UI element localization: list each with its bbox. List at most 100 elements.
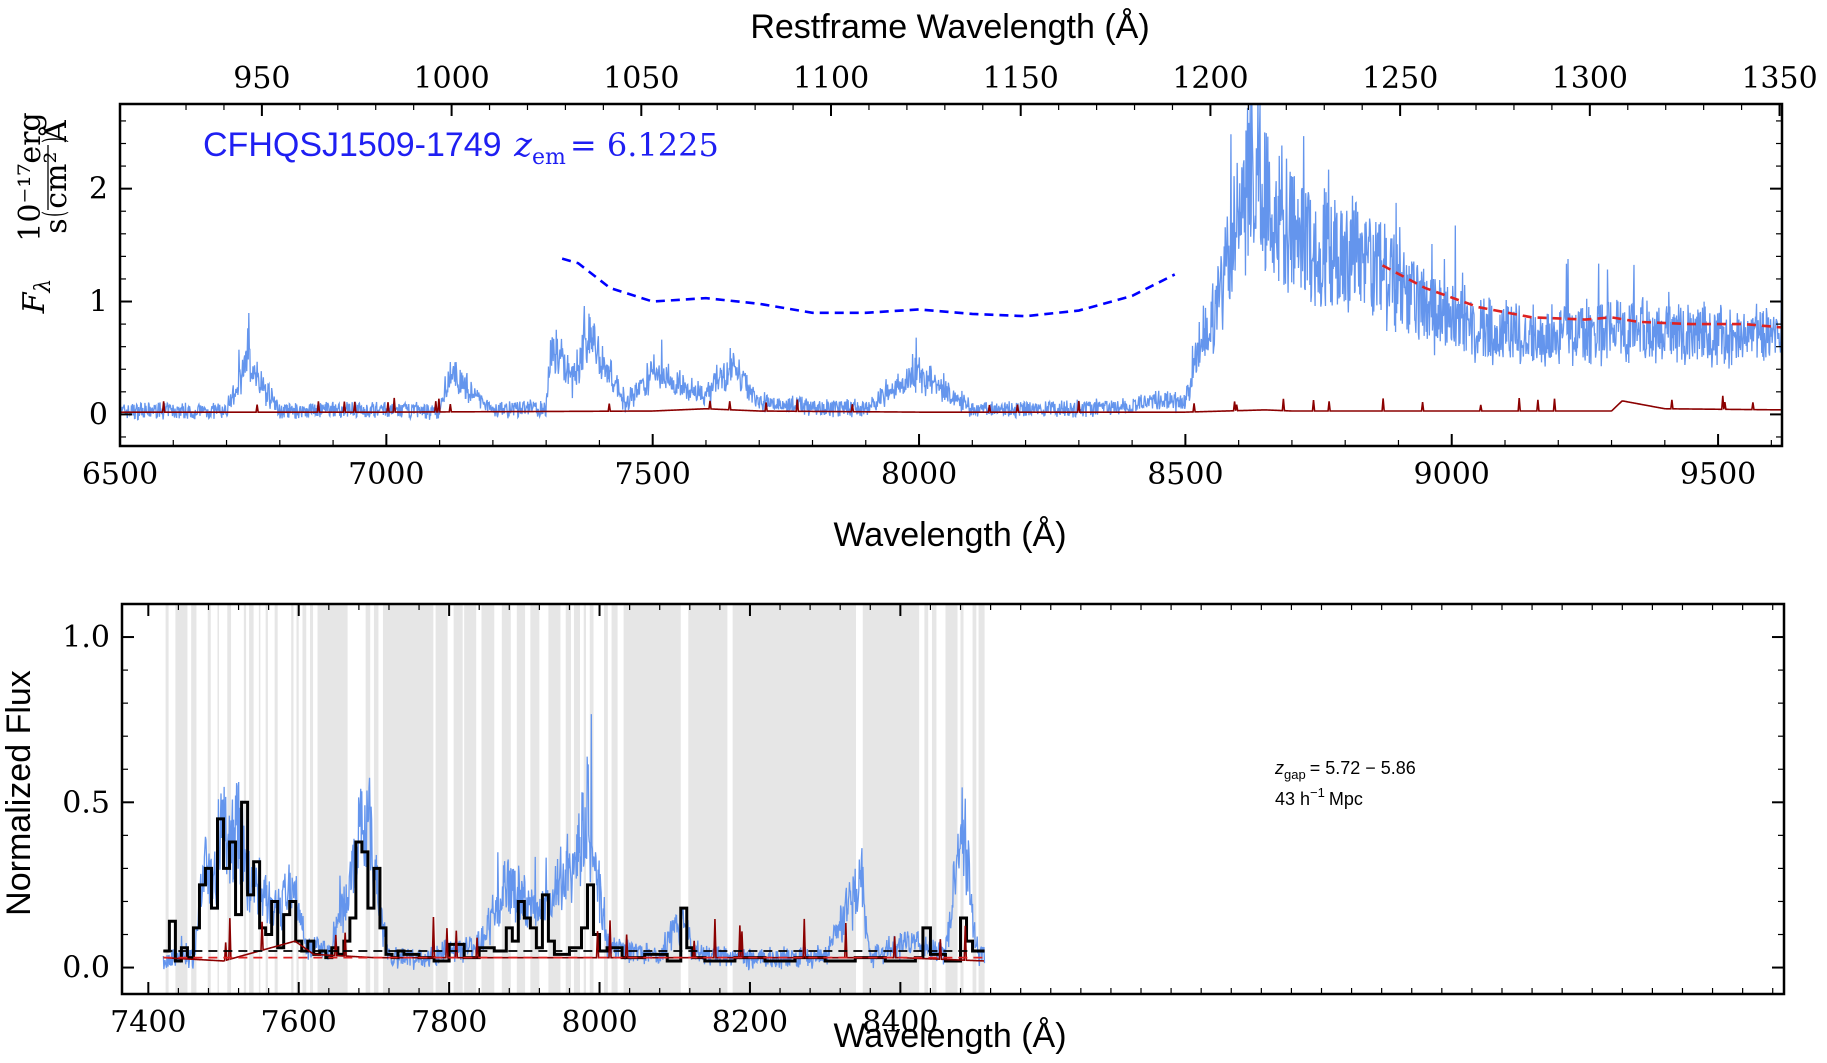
gap-redshift-annotation: zgap = 5.72 − 5.86 [1274, 758, 1416, 782]
y-tick-label: 2 [89, 172, 108, 207]
shaded-region [265, 604, 268, 994]
top-tick-label: 1150 [983, 61, 1059, 96]
shaded-region [165, 604, 169, 994]
x-tick-label: 7600 [261, 1005, 337, 1040]
shaded-region [243, 604, 247, 994]
x-tick-label: 9500 [1680, 457, 1756, 492]
x-tick-label: 7500 [615, 457, 691, 492]
object-name: CFHQSJ1509-1749 [203, 126, 502, 164]
shaded-region [548, 604, 561, 994]
shaded-region [453, 604, 463, 994]
shaded-regions [165, 604, 985, 994]
error-spectrum-line [163, 917, 985, 962]
shaded-region [573, 604, 580, 994]
continuum-fit-line [1381, 264, 1782, 329]
top-panel: 6500 7000 7500 8000 8500 9000 9500 0 1 2 950 1000 10… [13, 8, 1818, 554]
shaded-region [530, 604, 540, 994]
shaded-region [435, 604, 448, 994]
svg-text:): ) [36, 137, 71, 143]
shaded-region [604, 604, 608, 994]
top-panel-frame [118, 102, 1784, 448]
x-tick-label: 6500 [82, 457, 158, 492]
shaded-region [207, 604, 211, 994]
top-panel-y-axis-label: Fλ ( ) 10⁻¹⁷erg s cm² Å [13, 112, 74, 314]
top-panel-x-axis-label: Wavelength (Å) [833, 516, 1066, 554]
continuum-extrapolation-line [561, 257, 1176, 318]
gap-length-unit: Mpc [1329, 789, 1363, 809]
y-label-symbol: F [17, 291, 52, 314]
gap-length-annotation: 43 h−1 Mpc [1275, 785, 1363, 809]
shaded-region [382, 604, 434, 994]
shaded-region [972, 604, 977, 994]
shaded-region [501, 604, 511, 994]
x-tick-label: 8000 [561, 1005, 637, 1040]
shaded-region [862, 604, 920, 994]
top-axis-label: Restframe Wavelength (Å) [750, 8, 1149, 46]
y-tick-label: 1 [89, 285, 108, 320]
top-tick-label: 1050 [603, 61, 679, 96]
binned-flux-line [163, 800, 985, 963]
top-panel-data [120, 104, 1782, 422]
shaded-region [175, 604, 188, 994]
shaded-region [249, 604, 254, 994]
bottom-panel-ticks: 7400 7600 7800 8000 8200 8400 0.0 0.5 1.0 [62, 603, 1784, 1040]
shaded-region [258, 604, 261, 994]
shaded-region [365, 604, 371, 994]
top-tick-label: 950 [233, 61, 290, 96]
bottom-panel-frame [120, 602, 1786, 996]
y-label-unit-denominator: s cm² Å [38, 120, 74, 234]
flux-spectrum-line [120, 104, 1782, 422]
gap-length-exponent: −1 [1310, 785, 1325, 800]
shaded-region [931, 604, 937, 994]
gap-z-subscript: gap [1284, 767, 1306, 782]
shaded-region [310, 604, 314, 994]
shaded-region [516, 604, 526, 994]
bottom-panel: 7400 7600 7800 8000 8200 8400 0.0 0.5 1.0 Wavele… [0, 602, 1786, 1055]
gap-length-value: 43 h [1275, 789, 1310, 809]
top-panel-ticks: 6500 7000 7500 8000 8500 9000 9500 0 1 2 950 1000 10… [82, 61, 1818, 492]
bottom-panel-y-axis-label: Normalized Flux [0, 670, 38, 916]
shaded-region [302, 604, 307, 994]
x-tick-label: 7000 [348, 457, 424, 492]
x-tick-label: 8400 [862, 1005, 938, 1040]
shaded-region [217, 604, 220, 994]
top-tick-label: 1100 [793, 61, 869, 96]
y-tick-label: 0.5 [62, 785, 110, 820]
gap-z-value: = 5.72 − 5.86 [1310, 758, 1416, 778]
shaded-region [291, 604, 294, 994]
y-label-subscript: λ [31, 279, 56, 294]
svg-text:Fλ: Fλ [17, 279, 56, 315]
shaded-region [481, 604, 495, 994]
top-tick-label: 1000 [413, 61, 489, 96]
bottom-panel-x-axis-label: Wavelength (Å) [833, 1017, 1066, 1055]
gap-z-symbol: z [1274, 758, 1284, 778]
y-tick-label: 0 [89, 397, 108, 432]
object-title: CFHQSJ1509-1749 zem = 6.1225 [203, 125, 719, 170]
top-tick-label: 1250 [1362, 61, 1438, 96]
shaded-region [611, 604, 618, 994]
x-tick-label: 8000 [881, 457, 957, 492]
x-tick-label: 8200 [712, 1005, 788, 1040]
x-tick-label: 9000 [1414, 457, 1490, 492]
top-tick-label: 1200 [1172, 61, 1248, 96]
top-tick-label: 1300 [1552, 61, 1628, 96]
top-tick-label: 1350 [1741, 61, 1817, 96]
x-tick-label: 7800 [411, 1005, 487, 1040]
shaded-region [274, 604, 278, 994]
redshift-value: = 6.1225 [570, 126, 719, 164]
svg-text:(: ( [36, 211, 71, 217]
shaded-region [924, 604, 929, 994]
x-tick-label: 7400 [110, 1005, 186, 1040]
flux-spectrum-line [162, 714, 986, 971]
redshift-subscript: em [532, 145, 566, 170]
shaded-region [945, 604, 958, 994]
y-tick-label: 0.0 [62, 951, 110, 986]
y-label-unit-numerator: 10⁻¹⁷erg [13, 112, 48, 241]
y-tick-label: 1.0 [62, 620, 110, 655]
shaded-region [373, 604, 379, 994]
shaded-region [688, 604, 728, 994]
error-spectrum-line [120, 395, 1781, 413]
shaded-region [464, 604, 477, 994]
shaded-region [227, 604, 232, 994]
shaded-region [978, 604, 985, 994]
